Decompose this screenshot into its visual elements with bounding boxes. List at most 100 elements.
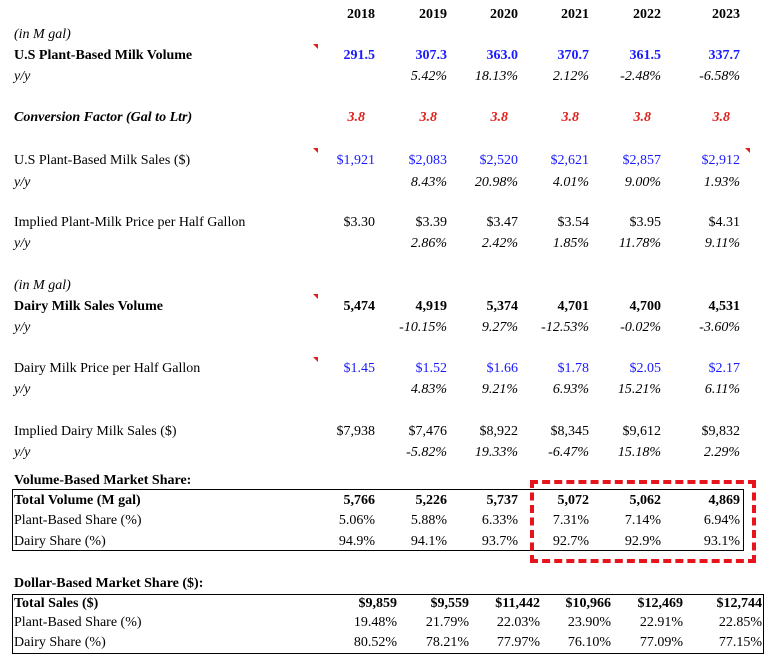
yy-value: 19.33% — [474, 445, 518, 460]
conversion-value: 3.8 — [633, 110, 652, 125]
plant-volume-value: 307.3 — [415, 48, 448, 63]
dairy-price-value: $2.17 — [708, 361, 741, 376]
row-label: Dairy Share (%) — [14, 635, 106, 650]
plant-price-value: $3.54 — [557, 215, 590, 230]
volume-dairy-share: 93.7% — [481, 534, 518, 549]
comment-indicator — [745, 148, 750, 153]
dairy-volume-value: 4,531 — [708, 299, 741, 314]
volume-total-value: 4,869 — [708, 493, 741, 508]
yy-value: 2.86% — [410, 236, 447, 251]
volume-dairy-share: 92.9% — [624, 534, 661, 549]
conversion-value: 3.8 — [712, 110, 731, 125]
row-label: Dairy Milk Price per Half Gallon — [14, 361, 201, 376]
dairy-volume-value: 5,474 — [343, 299, 376, 314]
dairy-price-value: $1.78 — [557, 361, 590, 376]
yy-value: -6.58% — [699, 69, 740, 84]
row-label: y/y — [14, 175, 31, 190]
year-header: 2021 — [561, 7, 589, 22]
conversion-value: 3.8 — [561, 110, 580, 125]
plant-price-value: $4.31 — [708, 215, 741, 230]
dollar-total-value: $9,559 — [430, 596, 470, 611]
dollar-total-value: $10,966 — [565, 596, 612, 611]
year-header: 2019 — [419, 7, 447, 22]
dollar-plant-share: 22.03% — [496, 615, 540, 630]
dollar-total-value: $12,469 — [637, 596, 684, 611]
row-label: Plant-Based Share (%) — [14, 513, 142, 528]
dollar-plant-share: 22.85% — [718, 615, 762, 630]
comment-indicator — [313, 148, 318, 153]
yy-value: 5.42% — [410, 69, 447, 84]
unit-note: (in M gal) — [14, 278, 71, 293]
row-label: Dairy Share (%) — [14, 534, 106, 549]
plant-volume-value: 291.5 — [343, 48, 376, 63]
row-label: y/y — [14, 445, 31, 460]
plant-sales-value: $2,621 — [550, 153, 590, 168]
volume-plant-share: 5.88% — [410, 513, 447, 528]
dollar-total-value: $12,744 — [716, 596, 763, 611]
yy-value: 9.27% — [481, 320, 518, 335]
yy-value: 9.21% — [481, 382, 518, 397]
volume-total-value: 5,062 — [629, 493, 662, 508]
volume-plant-share: 7.14% — [624, 513, 661, 528]
plant-sales-value: $2,520 — [479, 153, 519, 168]
yy-value: 2.42% — [481, 236, 518, 251]
row-label: y/y — [14, 236, 31, 251]
volume-total-value: 5,766 — [343, 493, 376, 508]
dollar-total-value: $11,442 — [495, 596, 540, 611]
yy-value: -0.02% — [620, 320, 661, 335]
dollar-share-box — [12, 594, 764, 654]
comment-indicator — [313, 357, 318, 362]
yy-value: -2.48% — [620, 69, 661, 84]
dairy-volume-value: 5,374 — [486, 299, 519, 314]
dollar-dairy-share: 80.52% — [353, 635, 397, 650]
row-label: y/y — [14, 382, 31, 397]
dollar-dairy-share: 77.09% — [639, 635, 683, 650]
yy-value: 20.98% — [474, 175, 518, 190]
section-heading: Dollar-Based Market Share ($): — [14, 576, 204, 591]
plant-sales-value: $1,921 — [336, 153, 376, 168]
dairy-volume-value: 4,919 — [415, 299, 448, 314]
row-label: Total Sales ($) — [14, 596, 99, 611]
comment-indicator — [313, 44, 318, 49]
row-label: y/y — [14, 69, 31, 84]
volume-total-value: 5,226 — [415, 493, 448, 508]
dairy-price-value: $1.66 — [486, 361, 519, 376]
volume-plant-share: 7.31% — [552, 513, 589, 528]
volume-plant-share: 5.06% — [338, 513, 375, 528]
volume-plant-share: 6.94% — [703, 513, 740, 528]
volume-dairy-share: 93.1% — [703, 534, 740, 549]
comment-indicator — [313, 294, 318, 299]
conversion-value: 3.8 — [490, 110, 509, 125]
dollar-dairy-share: 78.21% — [425, 635, 469, 650]
yy-value: -10.15% — [399, 320, 447, 335]
plant-volume-value: 370.7 — [557, 48, 590, 63]
plant-price-value: $3.95 — [629, 215, 662, 230]
row-label: Plant-Based Share (%) — [14, 615, 142, 630]
row-label: Implied Dairy Milk Sales ($) — [14, 424, 177, 439]
plant-volume-value: 363.0 — [486, 48, 519, 63]
row-label: Total Volume (M gal) — [14, 493, 141, 508]
dollar-plant-share: 23.90% — [567, 615, 611, 630]
volume-dairy-share: 94.9% — [338, 534, 375, 549]
section-heading: Volume-Based Market Share: — [14, 473, 192, 488]
plant-volume-value: 337.7 — [708, 48, 741, 63]
yy-value: 4.01% — [552, 175, 589, 190]
volume-dairy-share: 92.7% — [552, 534, 589, 549]
row-label: Conversion Factor (Gal to Ltr) — [14, 110, 193, 125]
dollar-plant-share: 21.79% — [425, 615, 469, 630]
yy-value: -12.53% — [541, 320, 589, 335]
plant-sales-value: $2,857 — [622, 153, 662, 168]
yy-value: 8.43% — [410, 175, 447, 190]
conversion-value: 3.8 — [347, 110, 366, 125]
volume-share-box — [12, 489, 744, 551]
row-label: y/y — [14, 320, 31, 335]
volume-total-value: 5,737 — [486, 493, 519, 508]
dairy-sales-value: $7,476 — [408, 424, 448, 439]
dollar-plant-share: 19.48% — [353, 615, 397, 630]
plant-sales-value: $2,083 — [408, 153, 448, 168]
year-header: 2022 — [633, 7, 661, 22]
unit-note: (in M gal) — [14, 27, 71, 42]
year-header: 2020 — [490, 7, 518, 22]
volume-dairy-share: 94.1% — [410, 534, 447, 549]
dollar-dairy-share: 77.15% — [718, 635, 762, 650]
